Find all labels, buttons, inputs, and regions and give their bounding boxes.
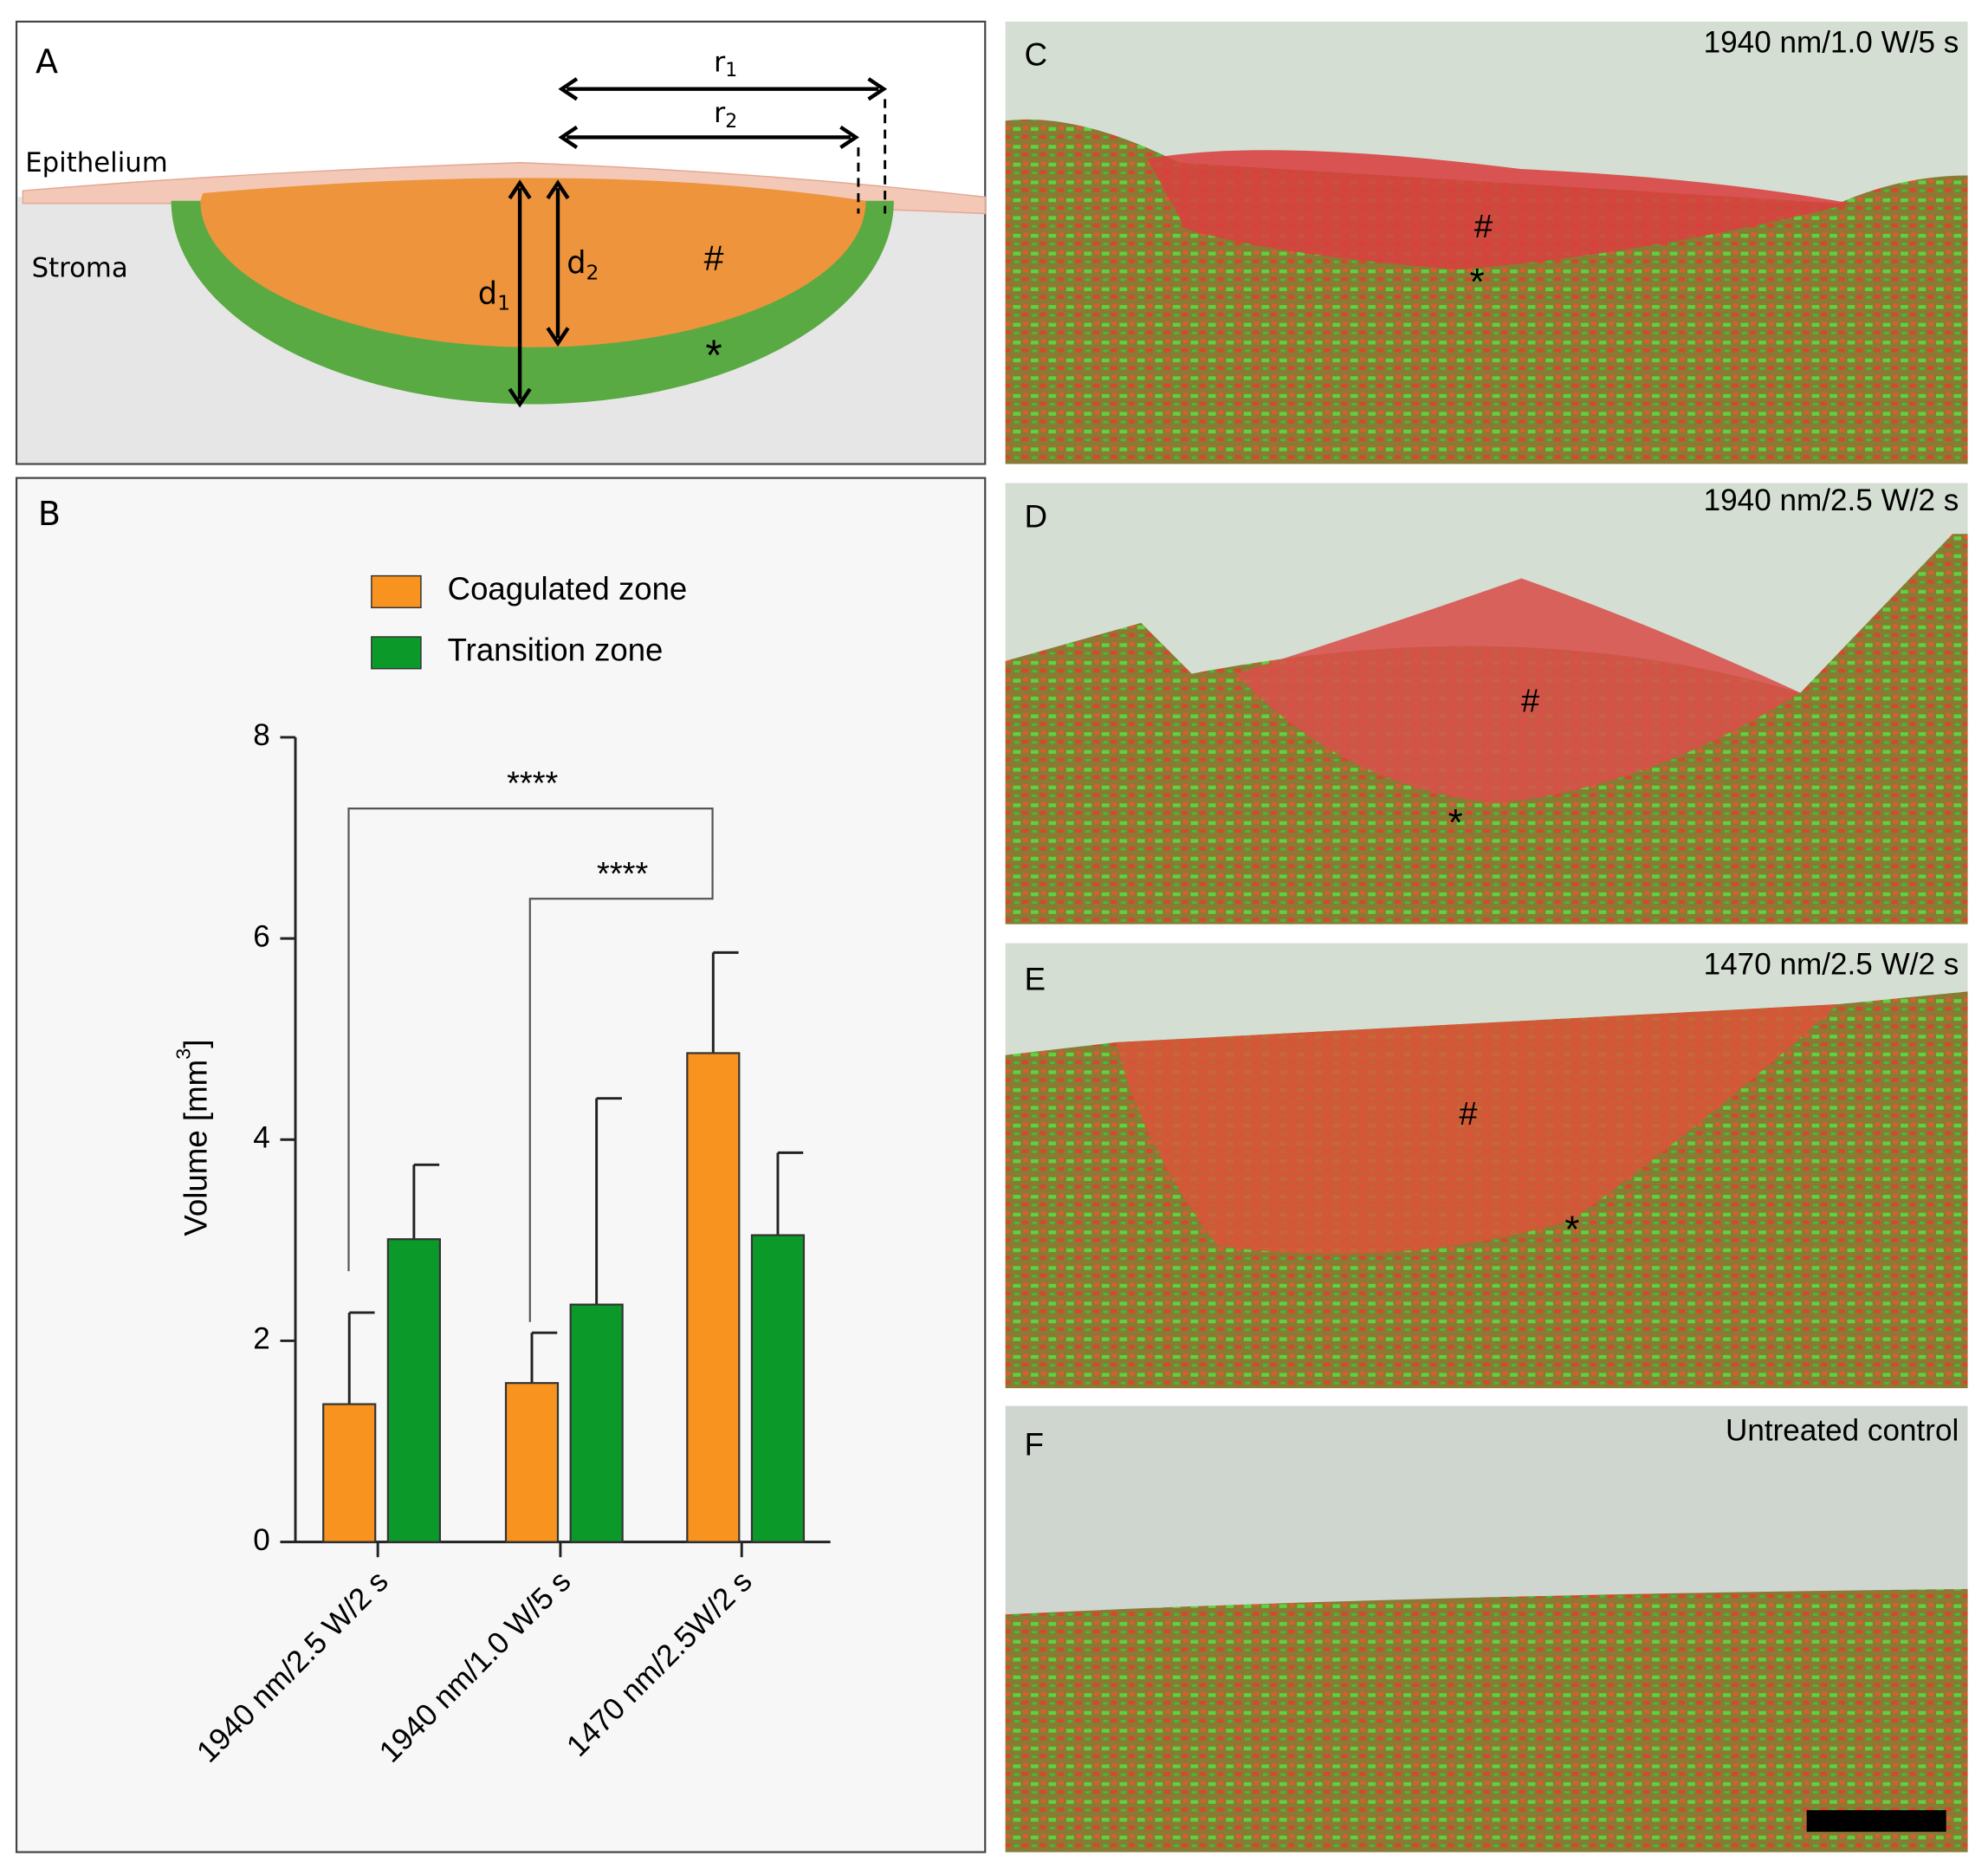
y-title-sup: 3 [172, 1048, 195, 1060]
y-tick-label: 4 [253, 1121, 270, 1155]
y-title-text: Volume [mm [178, 1060, 213, 1236]
scale-bar [1806, 1810, 1946, 1833]
dimension-symbol: d [478, 276, 497, 311]
significance-bracket [347, 807, 714, 1272]
y-tick-label: 0 [253, 1523, 270, 1557]
panel-label: E [1025, 961, 1046, 996]
zone-mark: # [1459, 1096, 1477, 1132]
micrograph-caption: 1470 nm/2.5 W/2 s [1704, 947, 1959, 981]
panel-label: F [1025, 1426, 1044, 1462]
bar [322, 1403, 377, 1543]
micrograph-e: E 1470 nm/2.5 W/2 s # * [1005, 943, 1968, 1389]
dimension-label: r1 [714, 45, 737, 81]
significance-label: **** [597, 856, 648, 892]
legend-label: Transition zone [448, 632, 664, 667]
micrograph-caption: Untreated control [1726, 1414, 1959, 1448]
dimension-symbol: d [567, 245, 586, 281]
legend-label: Coagulated zone [448, 571, 688, 607]
y-title-end: ] [178, 1040, 213, 1048]
dimension-symbol: r [714, 45, 726, 78]
panel-b-frame [15, 477, 987, 1853]
y-tick-label: 2 [253, 1322, 270, 1356]
y-axis-title: Volume [mm3] [172, 1040, 213, 1236]
legend-swatch [371, 636, 422, 670]
panel-label: D [1025, 498, 1047, 534]
zone-mark: # [1521, 683, 1539, 719]
dimension-index: 2 [586, 260, 599, 284]
dimension-label: r2 [714, 96, 737, 133]
y-tick-label: 8 [253, 718, 270, 752]
lesion [1147, 150, 1851, 270]
legend-swatch [371, 574, 422, 609]
coagulated-zone [200, 178, 866, 347]
arrow-heads [508, 77, 888, 408]
micrograph-caption: 1940 nm/2.5 W/2 s [1704, 483, 1959, 517]
zone-mark: # [1474, 209, 1493, 245]
bar [750, 1234, 806, 1543]
micrograph-d: D 1940 nm/2.5 W/2 s # * [1005, 483, 1968, 925]
panel-label: A [36, 42, 58, 81]
dimension-index: 1 [497, 290, 510, 315]
significance-bracket [528, 874, 714, 1322]
dimension-label: d2 [567, 245, 599, 284]
bar [386, 1238, 441, 1543]
dimension-label: d1 [478, 276, 510, 315]
panel-label: B [38, 495, 61, 533]
zone-mark: * [705, 331, 722, 380]
micrograph-c: C 1940 nm/1.0 W/5 s # * [1005, 21, 1968, 464]
micrograph-f: F Untreated control [1005, 1405, 1968, 1852]
lesion [1116, 1004, 1839, 1255]
panel-label: C [1025, 37, 1047, 73]
zone-mark: # [704, 238, 724, 278]
layer-label: Epithelium [25, 147, 167, 178]
bar [686, 1052, 741, 1543]
micrograph-caption: 1940 nm/1.0 W/5 s [1704, 26, 1959, 60]
lesion [1236, 578, 1801, 804]
zone-mark: * [1470, 261, 1485, 303]
bar [569, 1303, 624, 1543]
dimension-index: 2 [725, 111, 737, 133]
tissue [1005, 1588, 1968, 1852]
significance-label: **** [507, 766, 558, 802]
layer-label: Stroma [32, 253, 128, 284]
zone-mark: * [1564, 1208, 1579, 1250]
dimension-symbol: r [714, 96, 726, 129]
dimension-index: 1 [725, 60, 737, 81]
zone-mark: * [1448, 801, 1463, 844]
bar [504, 1382, 560, 1543]
dimension-arrows [508, 77, 888, 408]
y-tick-label: 6 [253, 919, 270, 953]
